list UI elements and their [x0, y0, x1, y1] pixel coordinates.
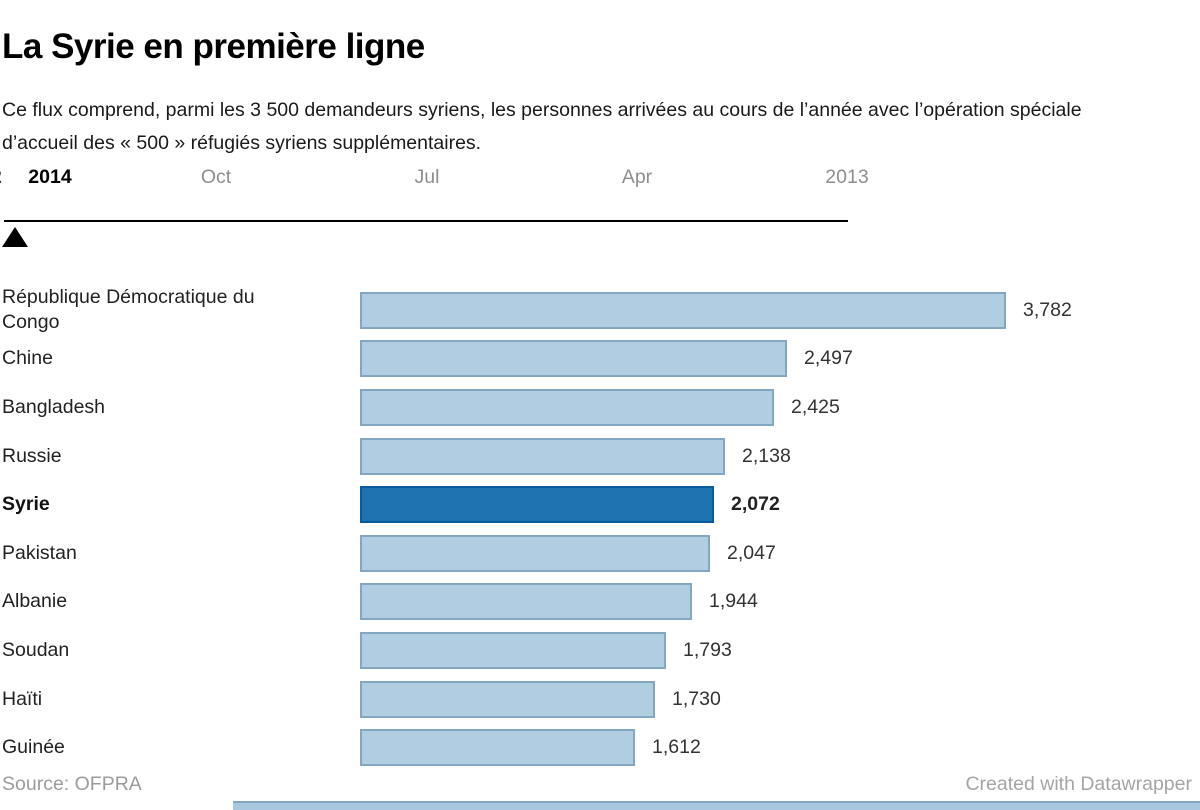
category-label: Guinée [2, 736, 65, 759]
datawrapper-credit-link[interactable]: Created with Datawrapper [965, 773, 1192, 795]
timeline-tick-oct: Oct [200, 166, 232, 188]
bar[interactable] [360, 437, 725, 475]
bar-row: Guinée 1,612 [2, 723, 1198, 772]
category-label: Bangladesh [2, 395, 106, 418]
chart-description: Ce flux comprend, parmi les 3 500 demand… [2, 98, 1082, 154]
value-label: 1,612 [652, 736, 701, 759]
value-label: 2,047 [727, 541, 776, 564]
bar-row: Pakistan 2,047 [2, 529, 1198, 578]
slider-handle-icon[interactable] [2, 227, 28, 247]
value-label: 2,072 [731, 493, 780, 516]
bar-row: Bangladesh 2,425 [2, 383, 1198, 432]
bar[interactable] [360, 340, 787, 378]
value-label: 2,425 [791, 395, 840, 418]
bar-row: Albanie 1,944 [2, 578, 1198, 627]
category-label: Syrie [2, 493, 50, 516]
bar[interactable] [360, 583, 692, 621]
category-label: Pakistan [2, 541, 77, 564]
value-label: 2,138 [742, 444, 791, 467]
timeline-tick-2013: 2013 [825, 166, 869, 188]
bottom-partial-bar [233, 801, 1200, 810]
bar-row: Haïti 1,730 [2, 675, 1198, 724]
timeline-tick-apr: Apr [621, 166, 653, 188]
timeline-tick-2014: 2014 [28, 166, 72, 188]
category-label: République Démocratique du Congo [2, 286, 255, 334]
bar-row: Russie 2,138 [2, 432, 1198, 481]
value-label: 1,730 [672, 687, 721, 710]
time-slider: 2 2014 Oct Jul Apr 2013 [0, 0, 1200, 260]
value-label: 3,782 [1023, 298, 1072, 321]
bar[interactable] [360, 388, 774, 426]
value-label: 1,944 [709, 590, 758, 613]
value-label: 1,793 [683, 638, 732, 661]
timeline-tick-jul: Jul [414, 166, 440, 188]
category-label: Haïti [2, 687, 43, 710]
category-label: Soudan [2, 638, 70, 661]
category-label: Albanie [2, 590, 68, 613]
category-label: Chine [2, 347, 53, 370]
bar[interactable] [360, 680, 655, 718]
bar-rows: République Démocratique du Congo 3,782 Chi… [2, 286, 1198, 772]
source-label: Source: OFPRA [2, 773, 142, 795]
timeline-clipped-tick: 2 [0, 166, 6, 190]
bar-row: Chine 2,497 [2, 335, 1198, 384]
timeline-ticks: 2014 Oct Jul Apr 2013 [0, 166, 1200, 192]
value-label: 2,497 [804, 347, 853, 370]
category-label: Russie [2, 444, 62, 467]
timeline-track[interactable] [4, 220, 848, 222]
chart-title: La Syrie en première ligne [2, 27, 425, 67]
bar-row: République Démocratique du Congo 3,782 [2, 286, 1198, 335]
bar[interactable] [360, 631, 666, 669]
bar-highlighted[interactable] [360, 486, 714, 524]
bar-row: Soudan 1,793 [2, 626, 1198, 675]
bar[interactable] [360, 729, 635, 767]
bar-row: Syrie 2,072 [2, 480, 1198, 529]
bar[interactable] [360, 291, 1006, 329]
bar[interactable] [360, 534, 710, 572]
